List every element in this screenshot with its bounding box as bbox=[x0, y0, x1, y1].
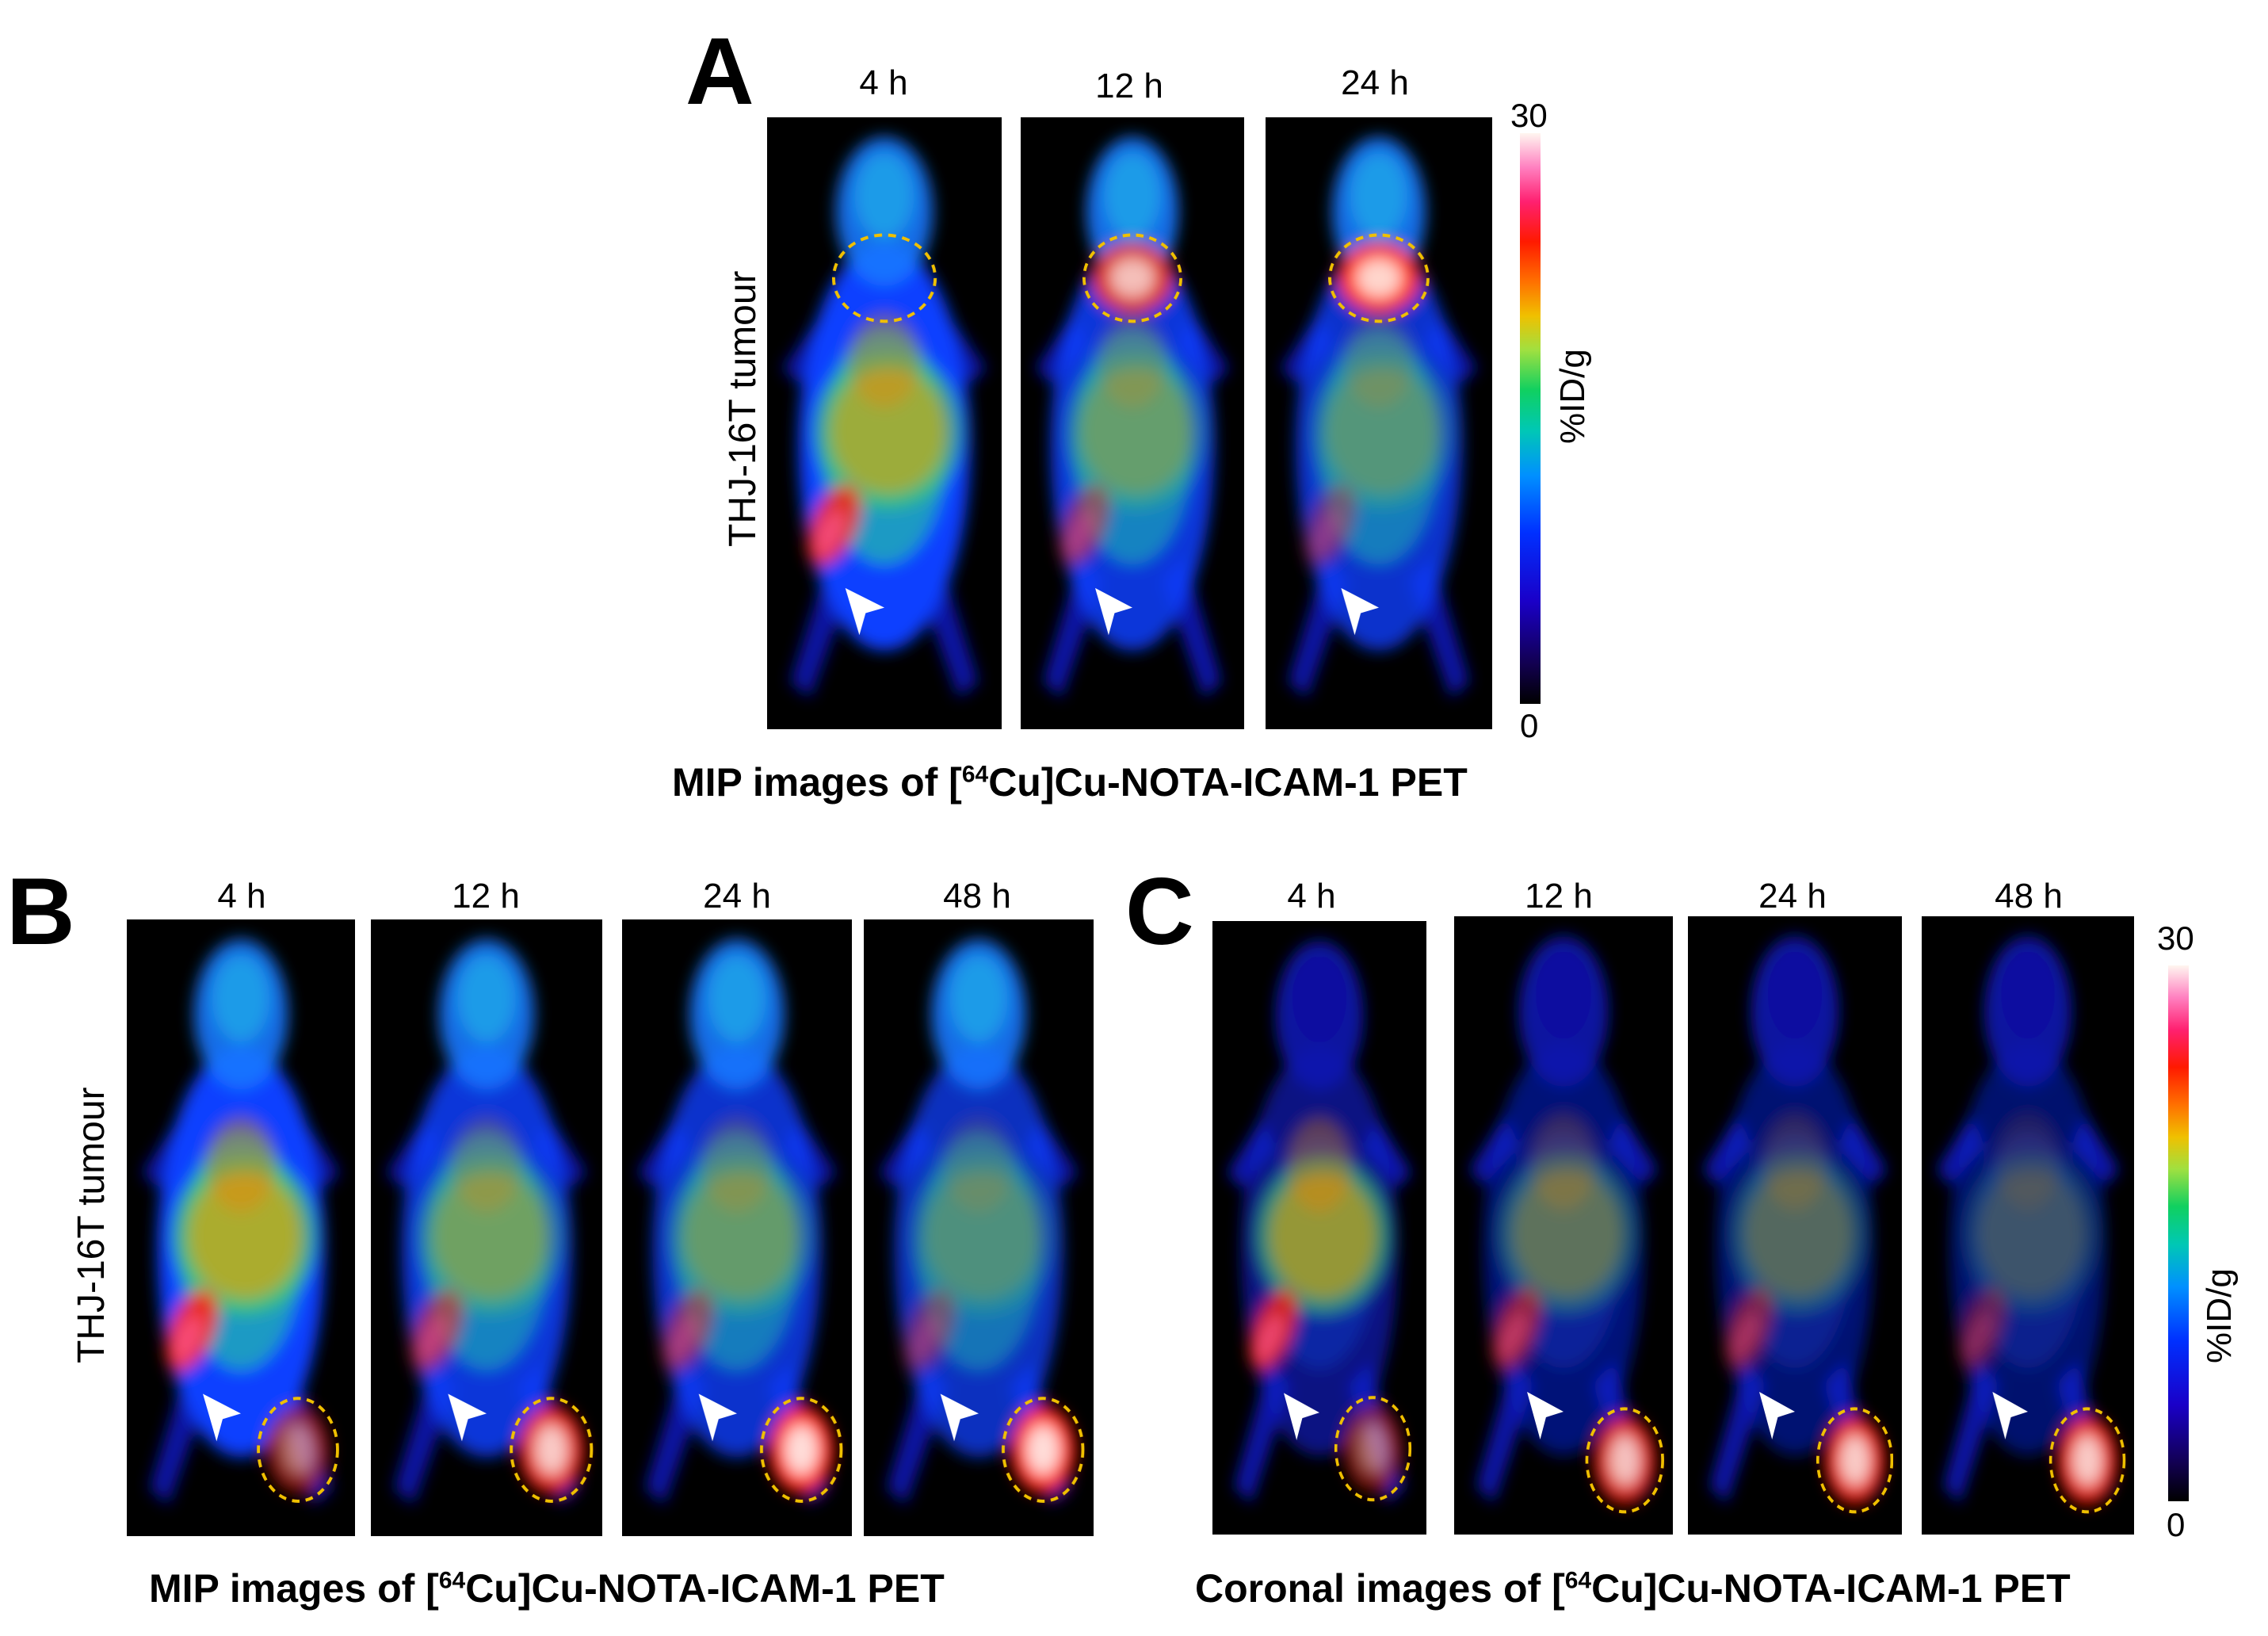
panel-c-colorbar bbox=[2168, 965, 2189, 1501]
panel-a-pet-image-12h bbox=[1021, 117, 1244, 729]
panel-b-time-1: 4 h bbox=[217, 877, 266, 915]
panel-c-pet-image-48h bbox=[1922, 916, 2134, 1535]
panel-c-pet-image-12h bbox=[1454, 916, 1673, 1535]
panel-c-time-2: 12 h bbox=[1525, 877, 1593, 915]
panel-c-time-4: 48 h bbox=[1995, 877, 2063, 915]
panel-b-pet-image-48h bbox=[864, 919, 1094, 1536]
panel-b-letter: B bbox=[6, 858, 75, 965]
panel-b-ylabel: THJ-16T tumour bbox=[71, 1087, 113, 1363]
panel-c-scale-max: 30 bbox=[2157, 919, 2194, 957]
panel-c-time-3: 24 h bbox=[1758, 877, 1827, 915]
panel-a-pet-image-24h bbox=[1266, 117, 1492, 729]
panel-b-time-4: 48 h bbox=[943, 877, 1011, 915]
panel-b-caption: MIP images of [64Cu]Cu-NOTA-ICAM-1 PET bbox=[149, 1566, 945, 1611]
panel-a-caption: MIP images of [64Cu]Cu-NOTA-ICAM-1 PET bbox=[672, 760, 1468, 805]
panel-a-colorbar bbox=[1520, 133, 1541, 704]
panel-a-pet-image-4h bbox=[767, 117, 1002, 729]
panel-c-scale-unit: %ID/g bbox=[2200, 1268, 2239, 1363]
panel-b-time-3: 24 h bbox=[703, 877, 771, 915]
panel-a-letter: A bbox=[685, 18, 754, 124]
panel-b-pet-image-4h bbox=[127, 919, 355, 1536]
panel-a-scale-max: 30 bbox=[1510, 97, 1548, 134]
panel-a-scale-unit: %ID/g bbox=[1553, 349, 1592, 444]
panel-c-letter: C bbox=[1125, 858, 1194, 965]
panel-c-time-1: 4 h bbox=[1287, 877, 1336, 915]
panel-a-scale-min: 0 bbox=[1520, 707, 1539, 744]
panel-c-pet-image-24h bbox=[1688, 916, 1902, 1535]
panel-a-time-1: 4 h bbox=[859, 63, 908, 102]
panel-c-scale-min: 0 bbox=[2167, 1506, 2186, 1543]
panel-b-pet-image-12h bbox=[371, 919, 602, 1536]
panel-b-time-2: 12 h bbox=[452, 877, 520, 915]
panel-a-time-2: 12 h bbox=[1095, 67, 1163, 105]
panel-c-pet-image-4h bbox=[1212, 921, 1426, 1535]
panel-c-caption: Coronal images of [64Cu]Cu-NOTA-ICAM-1 P… bbox=[1195, 1566, 2071, 1611]
panel-a-time-3: 24 h bbox=[1341, 63, 1409, 102]
panel-a-ylabel: THJ-16T tumour bbox=[722, 270, 764, 547]
panel-b-pet-image-24h bbox=[622, 919, 852, 1536]
